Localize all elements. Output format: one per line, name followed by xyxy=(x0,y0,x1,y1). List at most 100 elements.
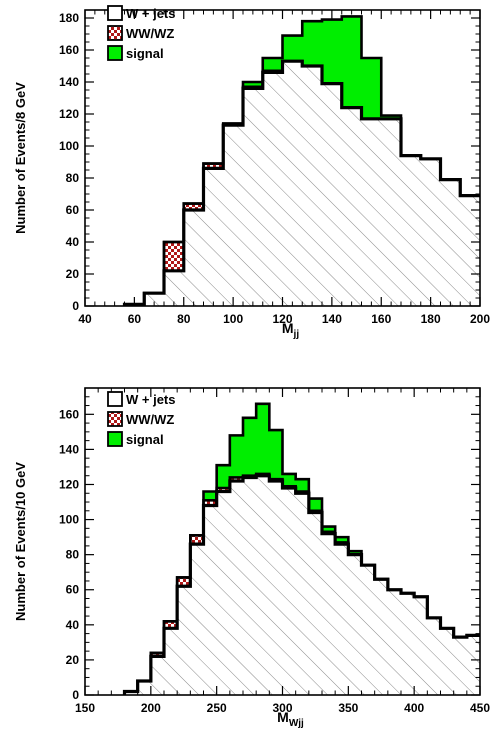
x-tick-label: 80 xyxy=(177,312,191,326)
bin-green xyxy=(302,21,323,66)
bin-green xyxy=(229,435,244,478)
bin-green xyxy=(282,35,303,62)
bin-hatch xyxy=(203,505,218,695)
y-tick-label: 80 xyxy=(66,548,80,562)
bin-hatch xyxy=(401,155,422,306)
y-tick-label: 40 xyxy=(66,235,80,249)
bin-green xyxy=(262,58,283,71)
x-tick-label: 300 xyxy=(272,701,292,715)
bin-hatch xyxy=(427,617,441,695)
bin-hatch xyxy=(440,179,461,306)
bin-green xyxy=(216,465,231,488)
bin-hatch xyxy=(420,158,441,306)
y-tick-label: 0 xyxy=(72,688,79,702)
x-tick-label: 200 xyxy=(141,701,161,715)
bin-checker xyxy=(177,577,191,587)
y-tick-label: 160 xyxy=(59,407,79,421)
bin-green xyxy=(256,403,270,474)
x-tick-label: 140 xyxy=(322,312,342,326)
bin-hatch xyxy=(348,554,362,695)
y-tick-label: 40 xyxy=(66,618,80,632)
y-tick-label: 120 xyxy=(59,477,79,491)
series-green xyxy=(243,16,402,119)
x-tick-label: 40 xyxy=(78,312,92,326)
bin-hatch xyxy=(414,596,428,695)
bin-hatch xyxy=(124,691,139,695)
bin-hatch xyxy=(335,544,349,695)
bin-hatch xyxy=(190,544,204,695)
bin-checker xyxy=(203,500,218,506)
bin-green xyxy=(341,16,362,108)
bin-green xyxy=(322,19,343,84)
bin-hatch xyxy=(302,66,323,306)
x-tick-label: 400 xyxy=(404,701,424,715)
bin-hatch xyxy=(374,579,389,695)
bin-checker xyxy=(183,203,204,210)
bin-hatch xyxy=(322,533,336,695)
bin-hatch xyxy=(150,656,165,695)
bin-checker xyxy=(190,535,204,545)
bin-checker xyxy=(164,242,185,271)
bin-hatch xyxy=(177,586,191,695)
y-tick-label: 140 xyxy=(59,75,79,89)
bin-green xyxy=(335,537,349,543)
bin-hatch xyxy=(164,270,185,306)
bin-hatch xyxy=(460,195,481,306)
bin-hatch xyxy=(387,589,402,695)
bin-green xyxy=(295,479,310,492)
bin-hatch xyxy=(216,491,231,695)
bin-green xyxy=(322,526,336,532)
x-tick-label: 200 xyxy=(470,312,490,326)
y-tick-label: 100 xyxy=(59,513,79,527)
bin-hatch xyxy=(144,293,165,306)
series-hatch xyxy=(124,475,481,695)
x-axis-title: Mjj xyxy=(282,320,299,340)
bin-hatch xyxy=(164,628,178,695)
x-tick-label: 180 xyxy=(421,312,441,326)
bin-checker xyxy=(229,477,244,481)
y-axis-title: Number of Events/10 GeV xyxy=(13,462,28,621)
outline-green xyxy=(123,15,480,306)
y-tick-label: 160 xyxy=(59,43,79,57)
bin-green xyxy=(243,82,264,87)
bin-green xyxy=(361,58,382,119)
bin-hatch xyxy=(262,72,283,307)
bin-hatch xyxy=(243,88,264,307)
bin-green xyxy=(381,115,402,119)
bin-hatch xyxy=(183,210,204,306)
outline-green xyxy=(123,402,480,695)
bin-green xyxy=(243,417,257,476)
bin-checker xyxy=(216,487,231,492)
y-tick-label: 100 xyxy=(59,139,79,153)
bin-green xyxy=(269,430,283,480)
y-tick-label: 120 xyxy=(59,107,79,121)
legend-swatch-green xyxy=(107,45,123,61)
bin-hatch xyxy=(361,118,382,306)
bin-hatch xyxy=(361,565,376,695)
y-tick-label: 60 xyxy=(66,583,80,597)
y-tick-label: 180 xyxy=(59,11,79,25)
bin-hatch xyxy=(440,628,455,695)
y-tick-label: 80 xyxy=(66,171,80,185)
bin-hatch xyxy=(229,480,244,695)
bin-hatch xyxy=(137,680,152,695)
series-green xyxy=(203,403,362,555)
legend-swatch-checker xyxy=(107,411,123,427)
bin-hatch xyxy=(341,107,362,306)
bin-green xyxy=(348,551,362,555)
legend-label: signal xyxy=(126,432,164,447)
bin-hatch xyxy=(256,475,270,695)
y-tick-label: 20 xyxy=(66,267,80,281)
mwjj-histogram: 150 200 250 300 350 400 450 0 20 40 60 80 100 120 140 1… xyxy=(13,387,490,729)
bin-hatch xyxy=(322,83,343,306)
bin-hatch xyxy=(295,493,310,695)
legend-swatch-hatch xyxy=(107,5,123,21)
bin-checker xyxy=(203,163,224,169)
x-tick-label: 60 xyxy=(128,312,142,326)
bin-checker xyxy=(150,652,165,657)
bin-green xyxy=(203,491,218,501)
bin-hatch xyxy=(243,477,257,695)
bin-green xyxy=(308,498,323,511)
x-tick-label: 450 xyxy=(470,701,490,715)
